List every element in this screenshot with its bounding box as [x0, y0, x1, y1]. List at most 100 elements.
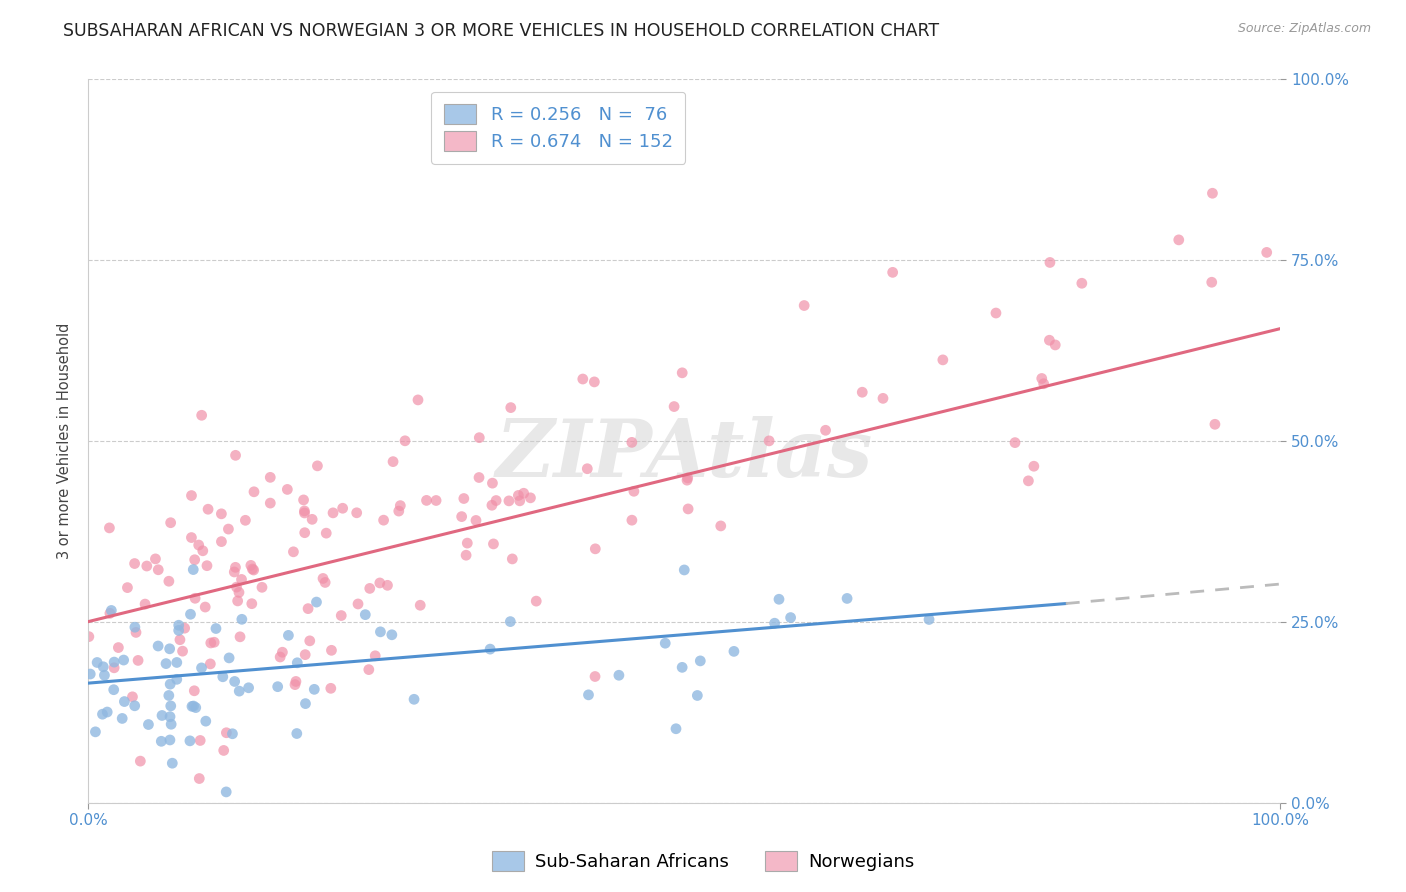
Point	[187, 538, 209, 552]
Point	[155, 657, 177, 671]
Point	[180, 531, 202, 545]
Point	[231, 573, 253, 587]
Point	[583, 669, 606, 683]
Point	[93, 668, 115, 682]
Point	[676, 471, 699, 485]
Point	[623, 484, 645, 499]
Point	[283, 545, 305, 559]
Point	[394, 434, 416, 448]
Point	[179, 734, 201, 748]
Point	[501, 552, 523, 566]
Point	[872, 392, 894, 406]
Point	[124, 698, 146, 713]
Point	[91, 660, 114, 674]
Point	[181, 563, 204, 577]
Point	[173, 621, 195, 635]
Point	[183, 553, 205, 567]
Text: ZIPAtlas: ZIPAtlas	[495, 417, 873, 494]
Point	[180, 489, 202, 503]
Point	[215, 725, 238, 739]
Point	[226, 594, 249, 608]
Point	[450, 509, 472, 524]
Point	[932, 352, 955, 367]
Point	[125, 625, 148, 640]
Point	[197, 502, 219, 516]
Point	[620, 513, 643, 527]
Point	[654, 636, 676, 650]
Point	[242, 562, 264, 576]
Point	[319, 681, 342, 696]
Point	[224, 674, 246, 689]
Point	[671, 366, 693, 380]
Point	[84, 724, 107, 739]
Point	[368, 576, 391, 591]
Point	[162, 756, 184, 771]
Point	[479, 642, 502, 657]
Point	[332, 501, 354, 516]
Point	[381, 628, 404, 642]
Point	[758, 434, 780, 448]
Point	[91, 707, 114, 722]
Point	[301, 512, 323, 526]
Point	[354, 607, 377, 622]
Point	[359, 582, 381, 596]
Point	[321, 643, 343, 657]
Point	[146, 639, 169, 653]
Point	[456, 548, 478, 562]
Point	[481, 498, 503, 512]
Point	[194, 600, 217, 615]
Point	[259, 496, 281, 510]
Point	[402, 692, 425, 706]
Point	[179, 607, 201, 622]
Point	[285, 726, 308, 740]
Point	[124, 557, 146, 571]
Point	[373, 513, 395, 527]
Point	[202, 635, 225, 649]
Point	[205, 622, 228, 636]
Point	[1167, 233, 1189, 247]
Point	[157, 574, 180, 589]
Point	[481, 476, 503, 491]
Point	[468, 470, 491, 484]
Point	[166, 673, 188, 687]
Point	[1032, 376, 1054, 391]
Point	[409, 599, 432, 613]
Point	[882, 265, 904, 279]
Point	[159, 641, 181, 656]
Point	[228, 684, 250, 698]
Point	[231, 612, 253, 626]
Point	[79, 667, 101, 681]
Point	[583, 541, 606, 556]
Point	[453, 491, 475, 506]
Point	[576, 461, 599, 475]
Point	[172, 644, 194, 658]
Point	[485, 493, 508, 508]
Point	[814, 423, 837, 437]
Point	[195, 558, 218, 573]
Point	[250, 580, 273, 594]
Point	[468, 431, 491, 445]
Point	[157, 689, 180, 703]
Point	[200, 657, 222, 671]
Point	[689, 654, 711, 668]
Point	[524, 594, 547, 608]
Point	[710, 519, 733, 533]
Point	[294, 525, 316, 540]
Point	[509, 493, 531, 508]
Point	[676, 502, 699, 516]
Point	[238, 681, 260, 695]
Point	[211, 670, 233, 684]
Point	[425, 493, 447, 508]
Point	[134, 597, 156, 611]
Point	[103, 682, 125, 697]
Point	[294, 697, 316, 711]
Point	[127, 653, 149, 667]
Point	[229, 630, 252, 644]
Point	[121, 690, 143, 704]
Point	[225, 448, 247, 462]
Point	[259, 470, 281, 484]
Point	[103, 661, 125, 675]
Point	[1022, 459, 1045, 474]
Point	[135, 559, 157, 574]
Point	[307, 458, 329, 473]
